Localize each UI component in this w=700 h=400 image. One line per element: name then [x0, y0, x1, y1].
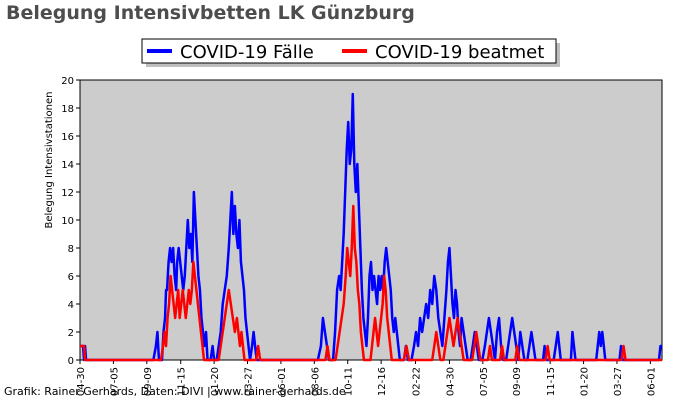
- y-tick-label: 20: [61, 76, 74, 87]
- x-tick-label: 04-30: [76, 367, 87, 396]
- y-tick-label: 12: [61, 188, 74, 199]
- x-tick-label: 08-06: [310, 367, 321, 396]
- series-line-faelle: [80, 92, 662, 362]
- y-tick-label: 4: [68, 300, 74, 311]
- y-tick-label: 6: [68, 272, 74, 283]
- y-tick-label: 0: [68, 356, 74, 367]
- x-tick-label: 07-05: [109, 367, 120, 396]
- x-tick-label: 04-30: [445, 367, 456, 396]
- legend-label-beatmet: COVID-19 beatmet: [375, 42, 544, 63]
- x-tick-label: 11-15: [546, 367, 557, 396]
- legend-label-faelle: COVID-19 Fälle: [180, 42, 314, 63]
- y-tick-label: 16: [61, 132, 74, 143]
- y-tick-label: 18: [61, 104, 74, 115]
- y-axis-label: Belegung Intensivstationen: [44, 91, 55, 228]
- x-tick-label: 06-01: [277, 367, 288, 396]
- series-line-beatmet: [80, 204, 662, 362]
- series-lines: [80, 92, 662, 362]
- y-tick-label: 14: [61, 160, 74, 171]
- x-tick-label: 06-01: [646, 367, 657, 396]
- x-tick-label: 11-15: [177, 367, 188, 396]
- x-tick-label: 03-27: [244, 367, 255, 396]
- y-tick-label: 2: [68, 328, 74, 339]
- x-tick-label: 07-05: [479, 367, 490, 396]
- x-tick-label: 10-11: [344, 367, 355, 396]
- x-tick-label: 03-27: [613, 367, 624, 396]
- chart-title: Belegung Intensivbetten LK Günzburg: [6, 2, 415, 24]
- x-axis: 04-30 07-05 09-09 11-15 01-20 03-27 06-01 08-06…: [76, 360, 657, 396]
- x-tick-label: 02-22: [412, 367, 423, 396]
- x-tick-label: 01-20: [580, 367, 591, 396]
- x-tick-label: 09-09: [143, 367, 154, 396]
- plot-background: [79, 79, 663, 361]
- x-tick-label: 01-20: [210, 367, 221, 396]
- footer-credit: Grafik: Rainer Gerhards, Daten: DIVI | w…: [4, 385, 346, 398]
- y-tick-label: 8: [68, 244, 74, 255]
- legend: COVID-19 Fälle COVID-19 beatmet: [141, 38, 560, 67]
- x-tick-label: 09-09: [512, 367, 523, 396]
- y-tick-label: 10: [61, 216, 74, 227]
- x-tick-label: 12-16: [377, 367, 388, 396]
- y-axis: 0 2 4 6 8 10 12 14 16 18 20: [61, 76, 80, 367]
